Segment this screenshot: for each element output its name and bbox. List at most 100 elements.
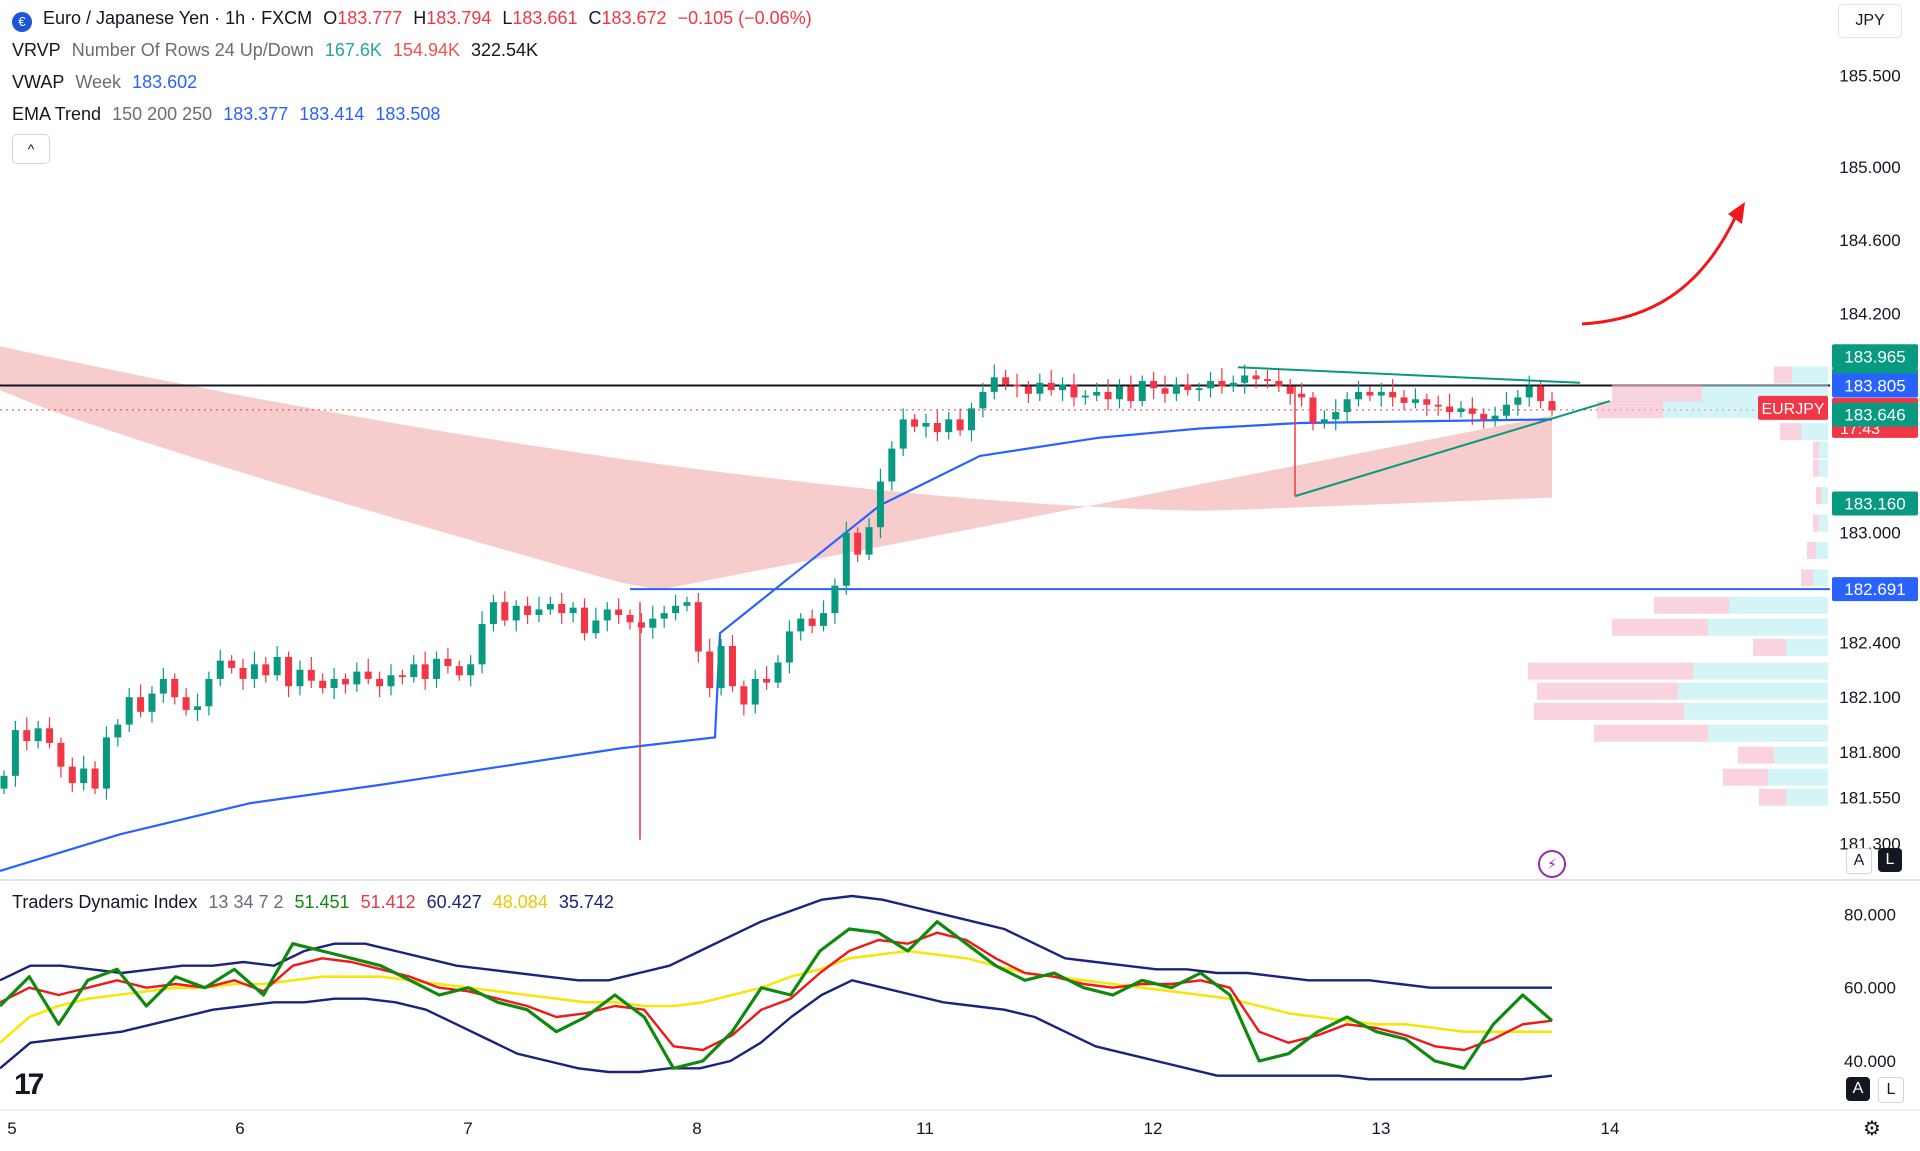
gear-icon[interactable]: ⚙ — [1863, 1118, 1881, 1140]
vp-down-bar — [1723, 768, 1768, 786]
candle-body — [159, 678, 167, 694]
candle-body — [797, 618, 805, 632]
candle-body — [911, 419, 919, 427]
vp-up-bar — [1792, 366, 1828, 384]
tdi-upper-value: 60.427 — [426, 892, 482, 912]
horizontal-lines — [0, 384, 1830, 591]
candle-body — [558, 603, 566, 614]
ema-band — [0, 346, 1552, 590]
candle-body — [307, 669, 315, 681]
candle-body — [1343, 399, 1351, 413]
candle-body — [194, 706, 201, 710]
vp-down-bar — [1594, 724, 1708, 742]
tdi-tick: 60.000 — [1844, 979, 1896, 998]
candle-body — [1400, 397, 1408, 403]
candle-body — [273, 656, 281, 676]
candle-body — [455, 666, 463, 676]
tdi-red-value: 51.412 — [360, 892, 416, 912]
vwap-line — [0, 418, 1553, 872]
tdi-yellow-value: 48.084 — [492, 892, 548, 912]
vp-up-bar — [1819, 441, 1828, 459]
open-label: O — [323, 8, 338, 28]
tdi-green-line — [0, 920, 1554, 1070]
high-label: H — [413, 8, 427, 28]
candle-body — [1309, 397, 1317, 424]
candle-body — [1093, 391, 1101, 396]
price-axis-bg — [1830, 0, 1920, 1151]
symbol-legend: € Euro / Japanese Yen · 1h · FXCM O183.7… — [12, 8, 818, 32]
candle-body — [581, 607, 588, 634]
candle-body — [649, 618, 657, 628]
candle-body — [1150, 380, 1158, 389]
price-labels: 183.965183.836183.805183.67217:43EURJPY1… — [1758, 344, 1918, 602]
ema-legend[interactable]: EMA Trend 150 200 250 183.377 183.414 18… — [12, 104, 446, 125]
symbol-label-text: EURJPY — [1761, 401, 1824, 418]
symbol-icon: € — [12, 12, 32, 32]
vwap-value: 183.602 — [132, 72, 198, 92]
vwap-legend[interactable]: VWAP Week 183.602 — [12, 72, 203, 93]
candle-body — [1377, 391, 1385, 396]
candle-body — [1263, 379, 1271, 381]
price-label-box — [1832, 577, 1918, 602]
candle-body — [148, 693, 156, 712]
time-tick: 14 — [1601, 1119, 1620, 1138]
candle-body — [171, 678, 179, 698]
candle-body — [68, 766, 76, 784]
vp-down-bar — [1597, 401, 1663, 419]
candle-body — [1548, 401, 1556, 411]
candle-body — [444, 658, 452, 667]
candle-body — [1332, 412, 1340, 420]
collapse-legend-button[interactable]: ^ — [12, 134, 50, 164]
vp-down-bar — [1813, 459, 1819, 477]
candle-body — [1502, 404, 1510, 416]
auto-scale-button[interactable]: A — [1846, 848, 1872, 874]
close-value: 183.672 — [601, 8, 667, 28]
price-label-box — [1832, 491, 1918, 516]
ema-250-value: 183.508 — [375, 104, 441, 124]
price-label-box — [1832, 373, 1918, 398]
vp-up-bar — [1768, 768, 1828, 786]
breakout-arrow — [1581, 217, 1737, 326]
candle-body — [1104, 391, 1112, 400]
candle-body — [763, 678, 771, 683]
candle-body — [1218, 380, 1226, 387]
low-label: L — [502, 8, 513, 28]
candle-body — [512, 605, 520, 621]
tdi-auto-scale-button[interactable]: A — [1846, 1077, 1870, 1101]
vrvp-legend[interactable]: VRVP Number Of Rows 24 Up/Down 167.6K 15… — [12, 40, 544, 61]
tdi-legend[interactable]: Traders Dynamic Index 13 34 7 2 51.451 5… — [12, 892, 620, 913]
candle-body — [296, 669, 304, 687]
time-tick: 8 — [692, 1119, 701, 1138]
price-tick: 182.400 — [1839, 633, 1900, 652]
price-tick: 182.100 — [1839, 688, 1900, 707]
candle-body — [1184, 384, 1192, 391]
candle-body — [1514, 397, 1522, 405]
candle-body — [364, 671, 372, 679]
log-scale-button[interactable]: L — [1878, 848, 1902, 872]
candle-body — [922, 423, 930, 427]
currency-selector[interactable]: JPY — [1838, 4, 1902, 38]
drawings — [1237, 202, 1745, 498]
candle-body — [46, 728, 54, 743]
candle-body — [319, 680, 327, 689]
candle-body — [250, 664, 258, 679]
candle-body — [1252, 375, 1260, 380]
candle-body — [728, 646, 736, 687]
candle-body — [569, 607, 577, 614]
high-value: 183.794 — [426, 8, 492, 28]
candle-body — [854, 532, 862, 555]
tdi-log-scale-button[interactable]: L — [1878, 1077, 1904, 1103]
candle-body — [137, 697, 145, 712]
candles — [0, 364, 1556, 840]
flash-icon[interactable]: ⚡ — [1538, 850, 1566, 878]
time-tick: 6 — [235, 1119, 244, 1138]
vrvp-params: Number Of Rows 24 Up/Down — [71, 40, 314, 60]
tdi-pane: 80.000 60.000 40.000 — [0, 894, 1896, 1081]
candle-body — [1525, 386, 1533, 398]
vp-up-bar — [1693, 662, 1828, 680]
vrvp-down: 154.94K — [392, 40, 460, 60]
vp-up-bar — [1819, 514, 1828, 532]
candle-body — [603, 609, 611, 621]
